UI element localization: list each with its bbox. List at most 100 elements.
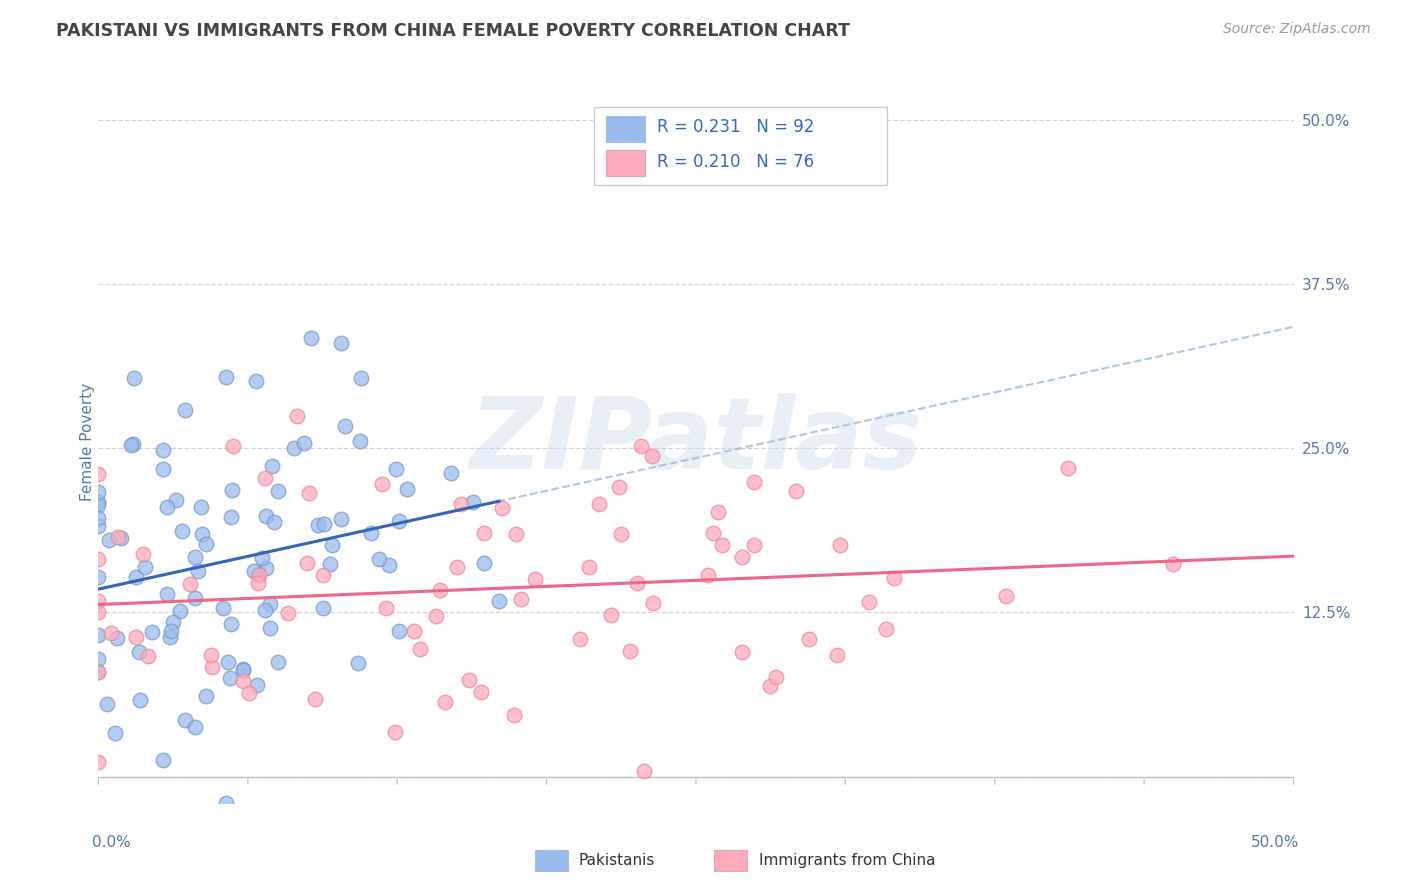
Text: 50.0%: 50.0%: [1251, 835, 1299, 850]
Point: [184, 591, 207, 606]
Point: [402, 624, 425, 638]
Point: [87, 569, 110, 583]
Point: [250, 551, 273, 566]
Point: [875, 622, 897, 636]
Point: [429, 582, 451, 597]
Point: [87, 511, 110, 525]
Text: PAKISTANI VS IMMIGRANTS FROM CHINA FEMALE POVERTY CORRELATION CHART: PAKISTANI VS IMMIGRANTS FROM CHINA FEMAL…: [56, 22, 851, 40]
Point: [190, 500, 212, 514]
Point: [259, 597, 281, 611]
Point: [333, 419, 356, 434]
Point: [433, 695, 456, 709]
Point: [132, 547, 155, 561]
Point: [311, 600, 333, 615]
Point: [259, 621, 281, 635]
Point: [765, 670, 787, 684]
Point: [308, 518, 330, 533]
Point: [329, 512, 352, 526]
Point: [159, 630, 181, 644]
Point: [245, 375, 267, 389]
Point: [994, 589, 1017, 603]
Point: [285, 409, 308, 423]
Point: [184, 720, 207, 734]
Point: [200, 660, 222, 674]
Point: [425, 609, 447, 624]
Point: [502, 708, 524, 723]
Point: [247, 568, 270, 582]
Point: [509, 592, 531, 607]
Point: [731, 549, 754, 564]
Point: [219, 510, 242, 524]
Point: [384, 462, 406, 476]
Point: [450, 497, 472, 511]
Point: [588, 497, 610, 511]
Point: [488, 594, 510, 608]
Point: [232, 663, 254, 677]
Point: [138, 648, 160, 663]
Point: [120, 438, 142, 452]
Point: [371, 476, 394, 491]
Point: [569, 632, 592, 647]
Point: [292, 436, 315, 450]
Point: [194, 690, 217, 704]
Point: [195, 537, 218, 551]
Point: [883, 571, 905, 585]
Point: [321, 538, 343, 552]
Point: [253, 471, 276, 485]
Point: [187, 564, 209, 578]
Point: [346, 657, 368, 671]
Point: [706, 505, 728, 519]
Point: [641, 449, 664, 463]
Point: [267, 656, 290, 670]
Point: [375, 600, 398, 615]
Point: [173, 403, 195, 417]
Point: [440, 466, 463, 480]
Point: [254, 561, 277, 575]
Point: [633, 764, 655, 779]
Point: [87, 519, 110, 533]
Point: [169, 604, 191, 618]
Point: [283, 441, 305, 455]
FancyBboxPatch shape: [595, 107, 887, 185]
Point: [470, 685, 492, 699]
Point: [217, 655, 239, 669]
Point: [125, 630, 148, 644]
Point: [219, 617, 242, 632]
Point: [156, 587, 179, 601]
Point: [630, 439, 652, 453]
Point: [267, 484, 290, 499]
Point: [87, 665, 110, 679]
Point: [105, 631, 128, 645]
Point: [122, 370, 145, 384]
Bar: [606, 151, 644, 177]
Point: [759, 679, 782, 693]
Point: [96, 698, 118, 712]
Text: R = 0.210   N = 76: R = 0.210 N = 76: [657, 153, 814, 171]
Point: [329, 336, 352, 351]
Point: [218, 671, 240, 685]
Point: [212, 601, 235, 615]
Point: [1161, 557, 1184, 571]
Point: [377, 558, 399, 573]
Point: [152, 443, 174, 458]
Point: [107, 530, 129, 544]
Point: [277, 606, 299, 620]
Point: [200, 648, 222, 662]
Point: [262, 458, 284, 473]
Point: [523, 572, 546, 586]
Point: [87, 651, 110, 665]
Point: [100, 625, 122, 640]
Point: [472, 525, 495, 540]
Point: [165, 493, 187, 508]
Point: [446, 560, 468, 574]
Point: [238, 686, 260, 700]
Point: [87, 552, 110, 566]
Point: [87, 665, 110, 679]
Bar: [714, 850, 748, 871]
Point: [744, 538, 766, 552]
Point: [128, 644, 150, 658]
Y-axis label: Female Poverty: Female Poverty: [80, 383, 94, 500]
Point: [319, 557, 342, 571]
Point: [298, 486, 321, 500]
Point: [159, 624, 181, 638]
